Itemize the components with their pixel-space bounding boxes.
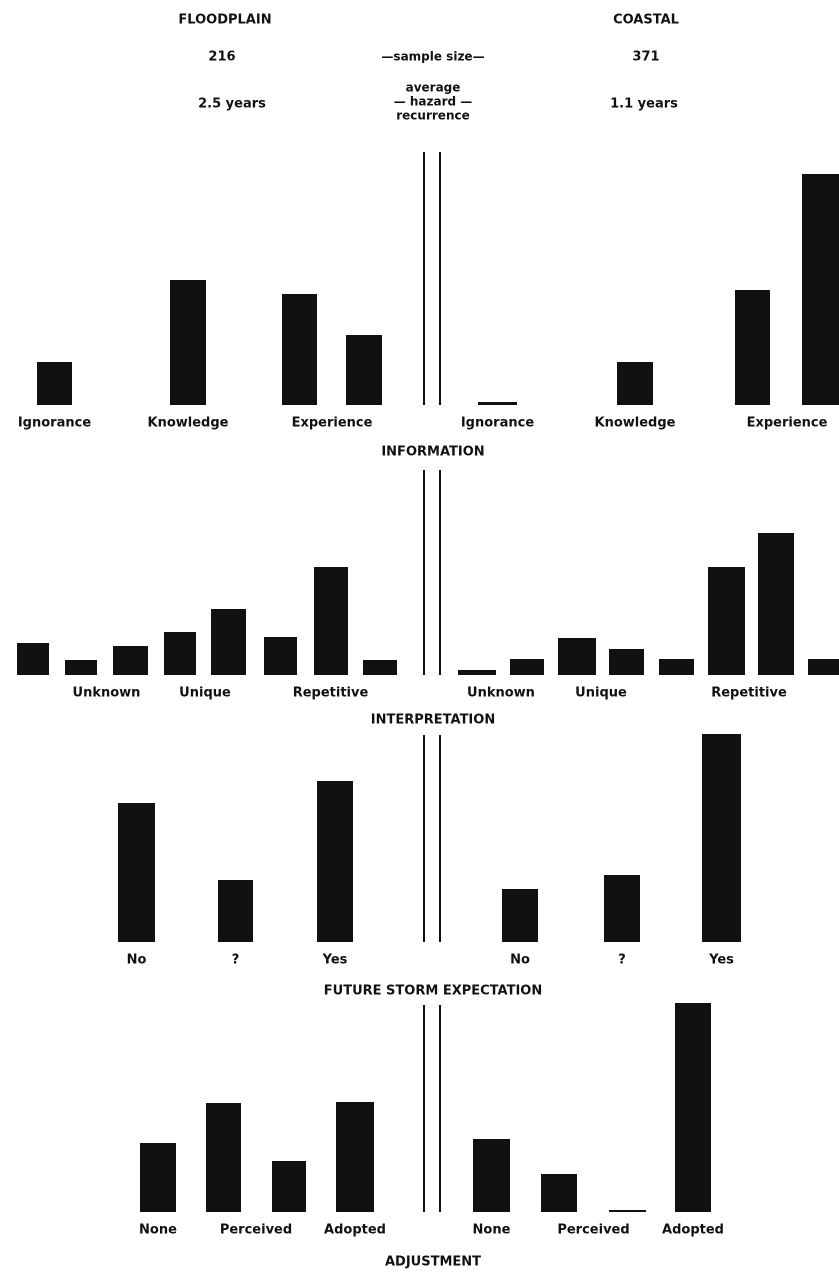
bar: [758, 533, 794, 675]
bar: [502, 889, 538, 942]
category-label: Repetitive: [711, 686, 787, 701]
category-label: Knowledge: [148, 416, 229, 431]
right-sample: 371: [632, 50, 659, 65]
bar: [617, 362, 653, 405]
panel-title: FUTURE STORM EXPECTATION: [324, 984, 542, 999]
left-title: FLOODPLAIN: [178, 13, 271, 28]
category-label: Experience: [747, 416, 828, 431]
bar: [604, 875, 640, 942]
category-label: No: [510, 953, 530, 968]
bar: [140, 1143, 176, 1212]
bar: [363, 660, 397, 675]
category-label: Unique: [179, 686, 231, 701]
category-label: Knowledge: [595, 416, 676, 431]
bar: [541, 1174, 577, 1212]
bar: [808, 659, 839, 675]
category-label: Unknown: [467, 686, 535, 701]
panel-title: ADJUSTMENT: [385, 1255, 481, 1270]
bar: [17, 643, 49, 675]
bar: [458, 670, 496, 675]
left-recurrence: 2.5 years: [198, 97, 266, 112]
bar: [218, 880, 253, 942]
recurrence-label: — hazard —: [394, 95, 473, 109]
recurrence-label: recurrence: [396, 109, 469, 123]
bar: [37, 362, 72, 405]
bar: [206, 1103, 241, 1212]
bar: [211, 609, 246, 675]
bar: [609, 1210, 646, 1212]
bar: [609, 649, 644, 675]
bar: [314, 567, 348, 675]
category-label: Adopted: [662, 1223, 724, 1238]
category-label: ?: [232, 953, 240, 968]
category-label: None: [139, 1223, 177, 1238]
bar: [802, 174, 839, 405]
category-label: Adopted: [324, 1223, 386, 1238]
bar: [164, 632, 196, 675]
left-sample: 216: [208, 50, 235, 65]
bar: [170, 280, 206, 405]
category-label: No: [127, 953, 147, 968]
bar: [65, 660, 97, 675]
recurrence-label: average: [406, 81, 461, 95]
category-label: Perceived: [220, 1223, 292, 1238]
bar: [735, 290, 770, 405]
bar: [478, 402, 517, 405]
bar: [113, 646, 148, 675]
bar: [708, 567, 745, 675]
category-label: ?: [618, 953, 626, 968]
bar: [473, 1139, 510, 1212]
bar: [675, 1003, 711, 1212]
category-label: Unique: [575, 686, 627, 701]
category-label: Experience: [292, 416, 373, 431]
category-label: Ignorance: [461, 416, 534, 431]
category-label: None: [473, 1223, 511, 1238]
right-recurrence: 1.1 years: [610, 97, 678, 112]
category-label: Ignorance: [18, 416, 91, 431]
sample-label: —sample size—: [381, 50, 484, 64]
category-label: Yes: [708, 953, 734, 968]
bar: [336, 1102, 374, 1212]
category-label: Unknown: [73, 686, 141, 701]
bar: [272, 1161, 306, 1212]
bar: [510, 659, 544, 675]
bar: [346, 335, 382, 405]
panel-title: INFORMATION: [381, 445, 484, 460]
bar: [659, 659, 694, 675]
bar: [118, 803, 155, 942]
category-label: Perceived: [557, 1223, 629, 1238]
bar: [264, 637, 297, 675]
category-label: Yes: [322, 953, 348, 968]
panel-title: INTERPRETATION: [371, 713, 495, 728]
bar: [702, 734, 741, 942]
bar: [282, 294, 317, 405]
bar: [317, 781, 353, 942]
bar: [558, 638, 596, 675]
right-title: COASTAL: [613, 13, 679, 28]
category-label: Repetitive: [293, 686, 369, 701]
